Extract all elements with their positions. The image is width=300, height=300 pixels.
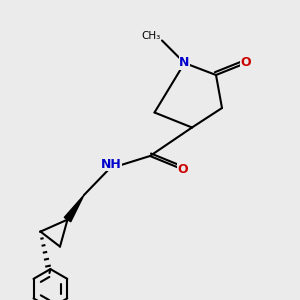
Text: CH₃: CH₃ [142,31,161,41]
Text: NH: NH [100,158,122,171]
Text: N: N [179,56,190,70]
Text: O: O [178,163,188,176]
Polygon shape [64,195,84,222]
Text: O: O [241,56,251,70]
